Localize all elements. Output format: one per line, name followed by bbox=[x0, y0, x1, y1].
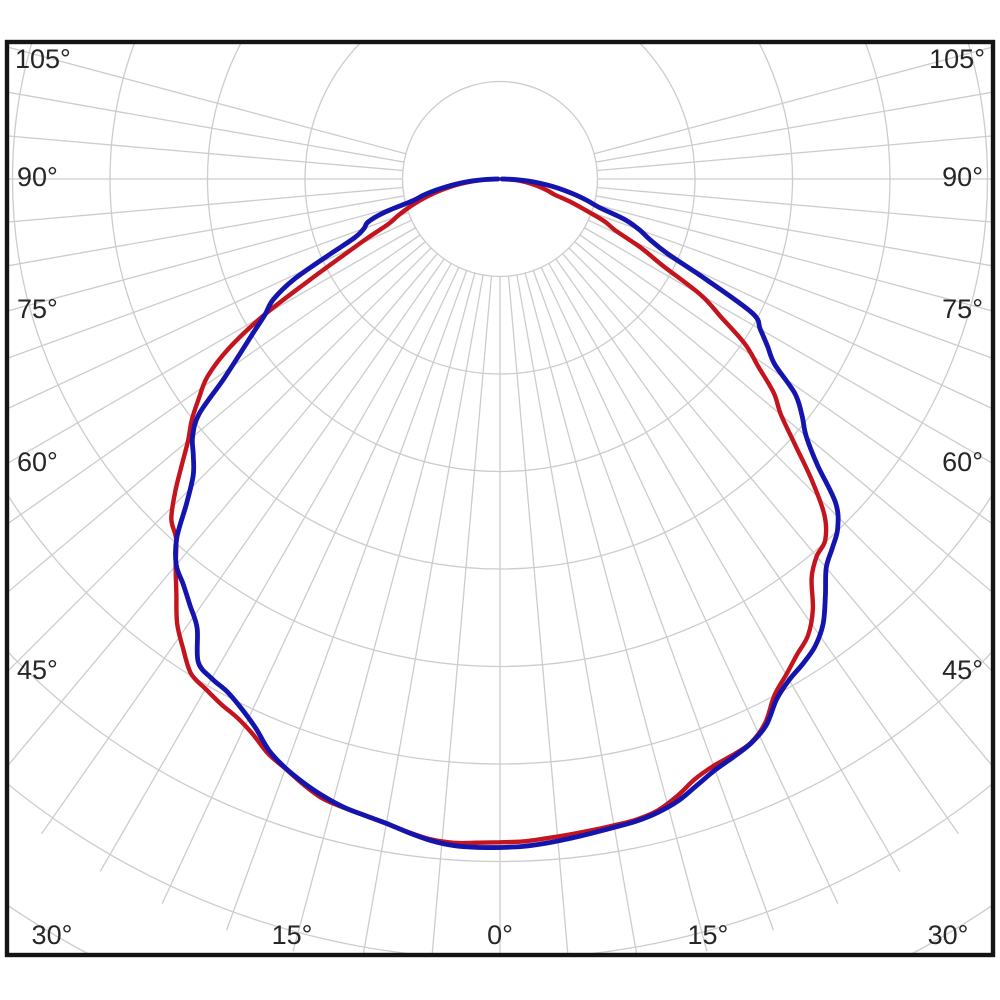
svg-text:75°: 75° bbox=[942, 294, 983, 324]
svg-text:105°: 105° bbox=[929, 44, 985, 74]
svg-text:90°: 90° bbox=[17, 162, 58, 192]
svg-text:45°: 45° bbox=[17, 655, 58, 685]
svg-text:105°: 105° bbox=[15, 44, 71, 74]
svg-text:15°: 15° bbox=[272, 920, 313, 950]
svg-text:30°: 30° bbox=[32, 920, 73, 950]
svg-text:60°: 60° bbox=[942, 447, 983, 477]
svg-text:45°: 45° bbox=[942, 655, 983, 685]
svg-text:75°: 75° bbox=[17, 294, 58, 324]
svg-text:15°: 15° bbox=[688, 920, 729, 950]
svg-text:90°: 90° bbox=[942, 162, 983, 192]
svg-text:0°: 0° bbox=[487, 920, 513, 950]
svg-text:60°: 60° bbox=[17, 447, 58, 477]
svg-text:30°: 30° bbox=[928, 920, 969, 950]
